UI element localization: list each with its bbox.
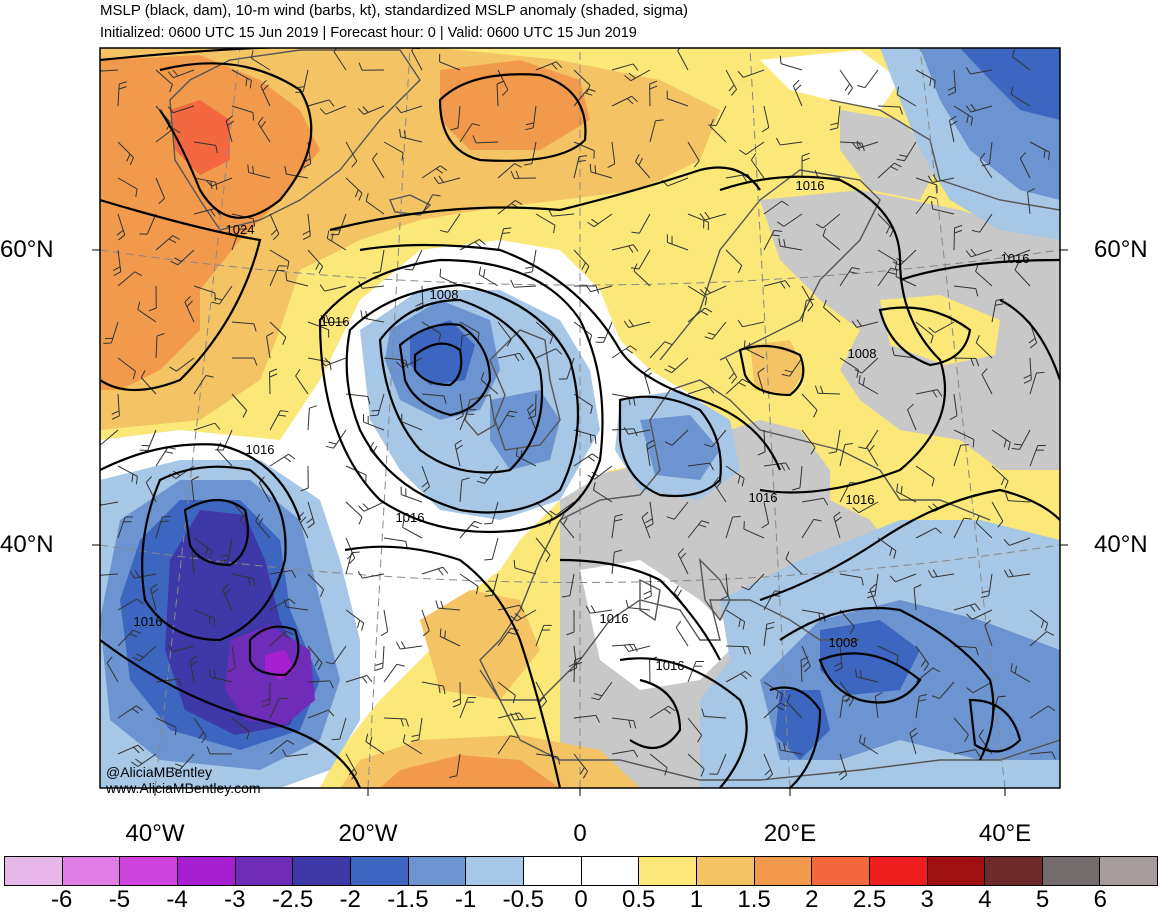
credit-handle: @AliciaMBentley	[106, 764, 212, 780]
colorbar-tick-label: -2	[340, 886, 361, 914]
colorbar-swatch	[755, 856, 813, 886]
wind-barb-flag	[514, 560, 515, 568]
isobar-label: 1016	[1001, 251, 1030, 266]
wind-barb-flag	[590, 164, 591, 172]
colorbar-swatch	[870, 856, 928, 886]
colorbar-swatch	[293, 856, 351, 886]
isobar-label: 1008	[829, 635, 858, 650]
colorbar-swatch	[639, 856, 697, 886]
isobar-label: 1016	[656, 658, 685, 673]
colorbar-swatch	[928, 856, 986, 886]
colorbar-swatch	[409, 856, 467, 886]
wind-barb-flag	[405, 269, 413, 270]
colorbar-swatch	[524, 856, 582, 886]
lon-label-20e: 20°E	[764, 820, 816, 848]
colorbar-swatch	[1043, 856, 1101, 886]
colorbar-tick-label: -1	[455, 886, 476, 914]
lon-label-40w: 40°W	[126, 820, 185, 848]
wind-barb-flag	[253, 112, 254, 120]
lat-label-40n-right: 40°N	[1094, 531, 1148, 559]
colorbar-tick-label: 2	[805, 886, 818, 914]
wind-barb-flag	[371, 410, 379, 411]
lon-label-40e: 40°E	[979, 820, 1031, 848]
colorbar-tick-label: -1.5	[387, 886, 428, 914]
isobar-label: 1016	[796, 178, 825, 193]
isobar-label: 1008	[848, 346, 877, 361]
chart-title: MSLP (black, dam), 10-m wind (barbs, kt)…	[100, 0, 1060, 22]
colorbar-swatch	[1100, 856, 1158, 886]
colorbar-tick-label: 6	[1094, 886, 1107, 914]
colorbar-swatch	[351, 856, 409, 886]
credit-website: www.AliciaMBentley.com	[106, 780, 261, 796]
colorbar-swatch	[985, 856, 1043, 886]
colorbar-swatch	[4, 856, 63, 886]
colorbar-swatch	[466, 856, 524, 886]
colorbar-tick-label: -0.5	[503, 886, 544, 914]
chart-subtitle: Initialized: 0600 UTC 15 Jun 2019 | Fore…	[100, 22, 1060, 44]
wind-barb-flag	[162, 516, 170, 517]
isobar-label: 1016	[749, 490, 778, 505]
wind-barb-flag	[332, 739, 340, 740]
isobar-label: 1024	[226, 222, 255, 237]
isobar-label: 1016	[321, 314, 350, 329]
wind-barb-flag	[370, 415, 378, 416]
colorbar	[4, 856, 1158, 886]
wind-barb-flag	[279, 698, 287, 699]
colorbar-tick-label: -6	[51, 886, 72, 914]
colorbar-tick-label: 3	[921, 886, 934, 914]
wind-barb-flag	[973, 439, 974, 447]
colorbar-swatch	[178, 856, 236, 886]
wind-barb-flag	[93, 64, 96, 71]
isobar-label: 1008	[430, 287, 459, 302]
colorbar-swatch	[582, 856, 640, 886]
colorbar-swatch	[236, 856, 294, 886]
colorbar-tick-label: 0	[574, 886, 587, 914]
title-block: MSLP (black, dam), 10-m wind (barbs, kt)…	[100, 0, 1060, 44]
colorbar-tick-label: -4	[166, 886, 187, 914]
wind-barb-flag	[93, 568, 96, 575]
colorbar-swatch	[812, 856, 870, 886]
wind-barb	[726, 646, 748, 647]
wind-barb	[954, 358, 976, 359]
wind-barb	[574, 660, 575, 682]
colorbar-tick-label: 1	[690, 886, 703, 914]
wind-barb-flag	[780, 56, 781, 64]
isobar-label: 1016	[246, 442, 275, 457]
lat-label-40n-left: 40°N	[0, 531, 54, 559]
lat-label-60n-right: 60°N	[1094, 236, 1148, 264]
wind-barb-flag	[896, 269, 897, 277]
wind-barb	[954, 228, 955, 250]
colorbar-tick-label: -2.5	[272, 886, 313, 914]
colorbar-tick-label: -3	[224, 886, 245, 914]
lon-label-20w: 20°W	[339, 820, 398, 848]
wind-barb-flag	[897, 656, 898, 664]
isobar-label: 1016	[134, 614, 163, 629]
wind-barb-flag	[1036, 372, 1044, 373]
isobar-label: 1016	[846, 492, 875, 507]
wind-barb-flag	[92, 499, 96, 506]
wind-barb-flag	[440, 269, 441, 277]
lon-label-0: 0	[573, 820, 586, 848]
colorbar-tick-label: 2.5	[853, 886, 886, 914]
isobar-label: 1016	[600, 611, 629, 626]
wind-barb-flag	[175, 727, 176, 735]
colorbar-tick-label: 1.5	[737, 886, 770, 914]
lat-label-60n-left: 60°N	[0, 236, 54, 264]
colorbar-swatch	[697, 856, 755, 886]
wind-barb-flag	[998, 696, 1006, 697]
wind-barb	[818, 393, 840, 394]
wind-barb-flag	[595, 165, 596, 173]
colorbar-tick-label: 4	[978, 886, 991, 914]
wind-barb-flag	[161, 521, 169, 522]
isobar-label: 1016	[396, 510, 425, 525]
colorbar-tick-label: -5	[109, 886, 130, 914]
colorbar-tick-label: 5	[1036, 886, 1049, 914]
colorbar-swatch	[120, 856, 178, 886]
colorbar-swatch	[63, 856, 121, 886]
colorbar-tick-label: 0.5	[622, 886, 655, 914]
